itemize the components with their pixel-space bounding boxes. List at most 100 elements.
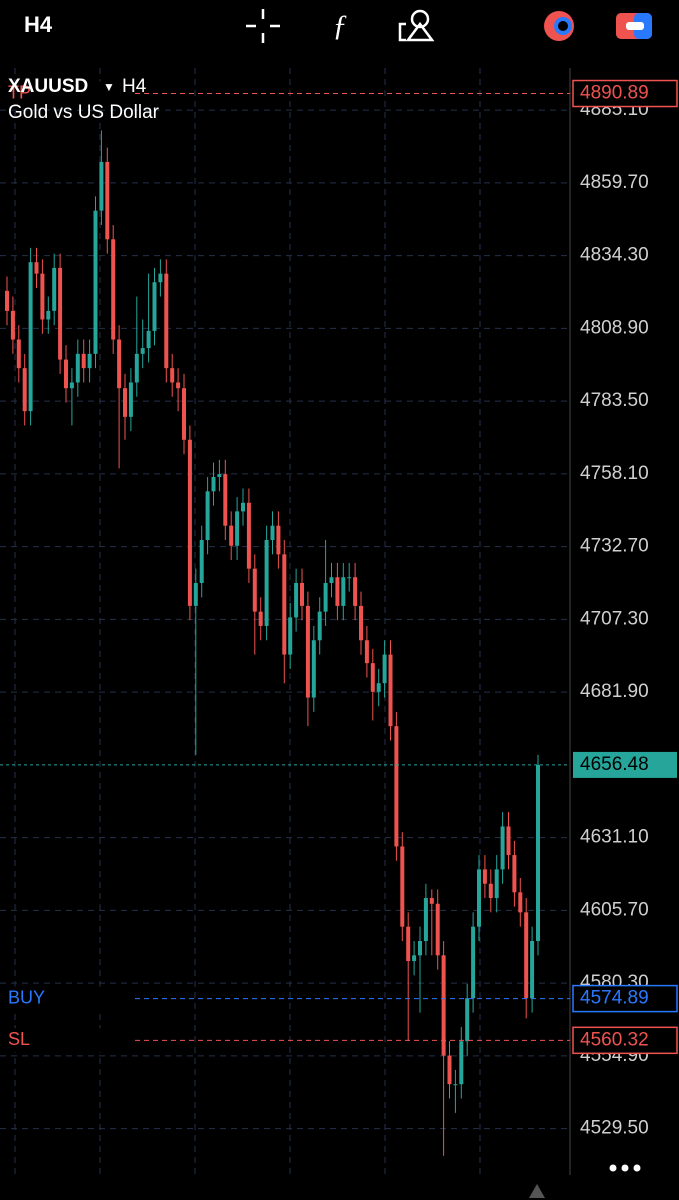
candle-body	[105, 161, 110, 240]
candle-body	[512, 855, 517, 893]
account-icon[interactable]	[616, 13, 652, 39]
candle-body	[335, 577, 340, 606]
candle-body	[400, 846, 405, 927]
scroll-marker[interactable]	[529, 1184, 545, 1198]
y-tick-label: 4529.50	[580, 1118, 649, 1139]
indicator-icon[interactable]: ƒ	[333, 9, 348, 42]
more-icon[interactable]	[609, 1164, 641, 1172]
candle-body	[477, 869, 481, 927]
symbol-dropdown[interactable]: ▼	[103, 80, 115, 94]
candle-body	[99, 161, 104, 211]
candle-body	[482, 869, 487, 884]
candle-body	[64, 359, 68, 389]
candle-body	[117, 339, 122, 389]
candle-body	[441, 955, 446, 1056]
candle-body	[412, 955, 417, 962]
candle-body	[211, 477, 216, 492]
candle-body	[294, 582, 299, 618]
candle-body	[217, 474, 222, 478]
y-tick-label: 4859.70	[580, 172, 649, 193]
candle-body	[69, 382, 74, 389]
price-label-box	[572, 1026, 678, 1055]
candle-body	[276, 525, 281, 555]
candle-body	[246, 502, 251, 569]
candle-body	[176, 382, 181, 389]
candle-body	[465, 998, 470, 1042]
y-tick-label: 4783.50	[580, 390, 649, 411]
candle-body	[229, 525, 234, 546]
candle-body	[370, 663, 375, 692]
candle-body	[488, 883, 493, 899]
candle-body	[347, 577, 352, 579]
candle-body	[341, 577, 346, 606]
candle-body	[128, 382, 133, 417]
symbol[interactable]: XAUUSD	[8, 76, 88, 97]
price-label: 4560.32	[580, 1029, 649, 1050]
candle-body	[152, 282, 157, 331]
price-label: 4890.89	[580, 83, 649, 104]
candle-body	[170, 368, 175, 383]
candle-body	[471, 926, 476, 999]
candle-body	[311, 640, 316, 698]
candle-body	[429, 898, 434, 904]
price-line-label-bg	[0, 1028, 134, 1053]
candle-body	[524, 912, 529, 999]
candle-body	[134, 353, 139, 383]
candle-body	[536, 764, 540, 941]
candle-body	[164, 273, 169, 369]
candle-body	[500, 826, 505, 870]
candle-body	[58, 267, 63, 360]
candle-body	[406, 926, 411, 962]
candle-body	[40, 273, 45, 320]
candle-body	[52, 267, 57, 311]
candle-body	[146, 330, 151, 349]
candle-body	[81, 353, 86, 369]
candle-body	[382, 654, 387, 684]
y-tick-label: 4707.30	[580, 608, 649, 629]
candle-body	[359, 605, 363, 641]
candle-body	[353, 577, 358, 606]
candle-body	[300, 582, 304, 606]
candle-body	[140, 348, 145, 354]
candle-body	[264, 540, 269, 626]
price-label: 4656.48	[580, 754, 649, 775]
candle-body	[205, 491, 210, 541]
y-tick-label: 4732.70	[580, 536, 649, 557]
price-label-box	[572, 984, 678, 1013]
candle-body	[423, 898, 428, 941]
subtitle: Gold vs US Dollar	[8, 102, 160, 123]
candle-body	[494, 869, 499, 899]
candle-body	[28, 262, 33, 412]
candle-body	[182, 388, 186, 440]
candle-body	[530, 940, 535, 999]
timeframe-button[interactable]: H4	[24, 12, 53, 37]
candle-body	[329, 577, 334, 583]
y-tick-label: 4631.10	[580, 827, 649, 848]
candle-body	[447, 1055, 452, 1085]
trade-icon[interactable]	[544, 11, 574, 41]
price-line-label-bg	[0, 81, 134, 106]
y-tick-label: 4758.10	[580, 463, 649, 484]
crosshair-icon[interactable]	[246, 9, 280, 43]
candle-body	[187, 439, 192, 606]
candle-body	[87, 353, 92, 369]
candle-body	[235, 511, 240, 546]
price-line-label: SL	[8, 1029, 30, 1049]
candle-body	[46, 310, 51, 320]
candle-body	[16, 339, 21, 369]
candle-body	[323, 582, 328, 612]
candle-body	[258, 611, 263, 626]
candle-body	[241, 502, 245, 512]
candle-body	[317, 611, 322, 641]
candle-body	[252, 568, 257, 612]
objects-icon[interactable]	[398, 9, 435, 42]
candle-body	[506, 826, 511, 856]
candle-body	[394, 726, 399, 847]
chart-timeframe: H4	[122, 76, 147, 97]
candle-body	[199, 540, 204, 583]
candle-body	[288, 617, 293, 655]
candle-body	[158, 273, 163, 283]
y-tick-label: 4681.90	[580, 681, 649, 702]
price-line-label: TP	[8, 82, 31, 102]
candle-body	[453, 1084, 458, 1086]
